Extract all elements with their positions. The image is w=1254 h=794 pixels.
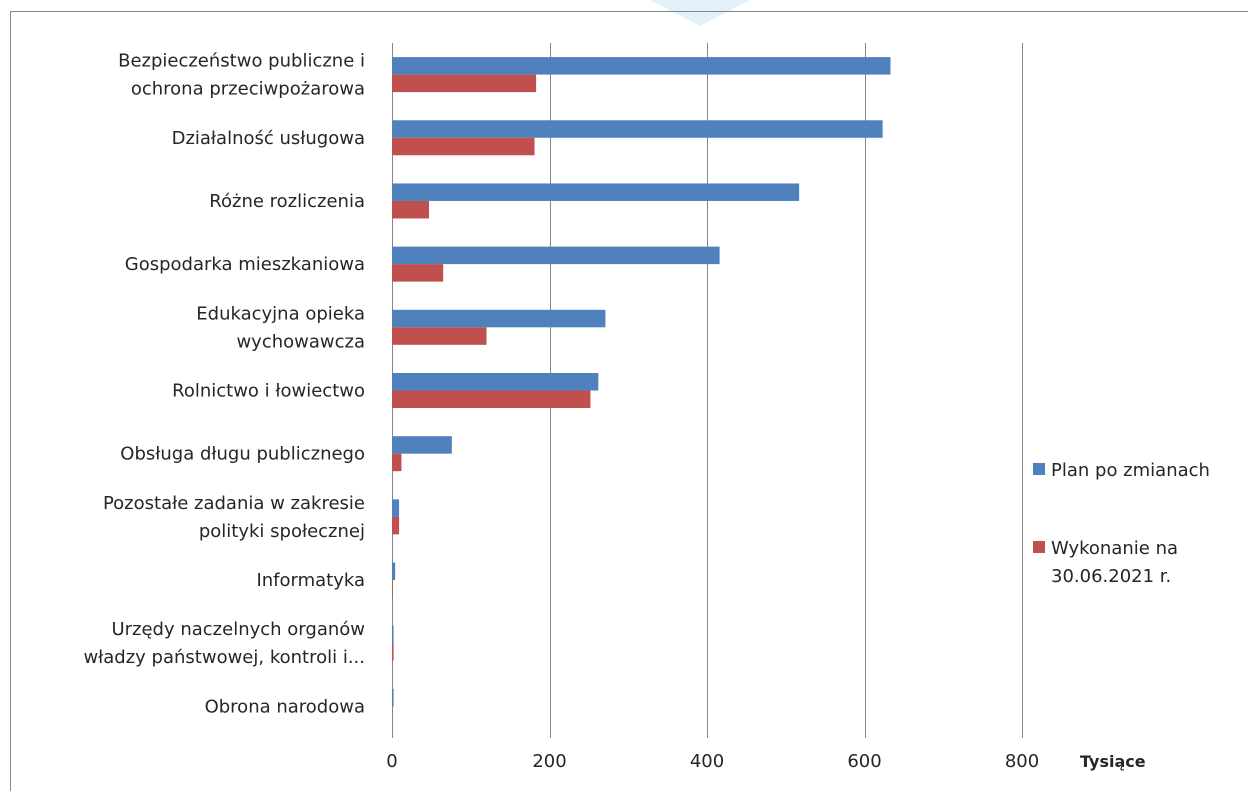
category-label-9-1: władzy państwowej, kontroli i...: [83, 647, 365, 668]
category-label-9-0: Urzędy naczelnych organów: [111, 619, 365, 640]
legend-swatch-0: [1033, 463, 1045, 475]
category-label-4-1: wychowawcza: [236, 331, 365, 352]
category-label-8-0: Informatyka: [256, 570, 365, 591]
plan-bar-1: [392, 120, 883, 138]
wykonanie-bar-4: [392, 327, 487, 345]
category-label-10-0: Obrona narodowa: [205, 696, 365, 717]
plan-bar-3: [392, 246, 720, 265]
category-label-6-0: Obsługa długu publicznego: [120, 444, 365, 465]
plan-bar-0: [392, 57, 891, 75]
bars: [392, 57, 891, 707]
wykonanie-bar-6: [392, 453, 402, 472]
legend-swatch-1: [1033, 541, 1045, 553]
category-label-7-1: polityki społecznej: [199, 521, 365, 542]
x-tick-label-400: 400: [690, 751, 724, 772]
chart-frame: [10, 11, 1248, 791]
category-label-0-1: ochrona przeciwpożarowa: [131, 79, 365, 100]
plan-bar-6: [392, 436, 452, 454]
x-tick-label-200: 200: [532, 751, 566, 772]
category-label-3-0: Gospodarka mieszkaniowa: [125, 254, 365, 275]
legend-label-1-1: 30.06.2021 r.: [1051, 566, 1171, 587]
category-label-2-0: Różne rozliczenia: [209, 191, 365, 212]
plan-bar-8: [392, 562, 396, 581]
x-tick-label-800: 800: [1005, 751, 1039, 772]
category-label-5-0: Rolnictwo i łowiectwo: [172, 381, 365, 402]
category-label-0-0: Bezpieczeństwo publiczne i: [118, 51, 365, 72]
wykonanie-bar-3: [392, 264, 444, 282]
category-label-4-0: Edukacyjna opieka: [196, 303, 365, 324]
x-tick-labels: 0 200 400 600 800: [386, 751, 1039, 772]
wykonanie-bar-2: [392, 200, 430, 219]
x-tick-label-600: 600: [847, 751, 881, 772]
x-unit-label: Tysiące: [1080, 752, 1146, 771]
watermark-decoration: [650, 0, 750, 26]
plan-bar-4: [392, 309, 606, 328]
wykonanie-bar-7: [392, 516, 400, 535]
legend-label-1-0: Wykonanie na: [1051, 538, 1178, 559]
plan-bar-5: [392, 373, 599, 391]
wykonanie-bar-8: [392, 580, 393, 598]
plan-bar-10: [392, 688, 394, 707]
category-labels: Bezpieczeństwo publiczne i ochrona przeci…: [83, 51, 365, 718]
watermark-shape: [650, 0, 750, 26]
category-label-1-0: Działalność usługowa: [172, 128, 365, 149]
wykonanie-bar-5: [392, 390, 591, 408]
category-label-7-0: Pozostałe zadania w zakresie: [103, 493, 365, 514]
legend: Plan po zmianach Wykonanie na 30.06.2021 r…: [1033, 460, 1210, 587]
wykonanie-bar-9: [392, 643, 394, 661]
legend-label-0-0: Plan po zmianach: [1051, 460, 1210, 481]
plan-bar-9: [392, 625, 394, 644]
wykonanie-bar-0: [392, 74, 537, 93]
x-tick-label-0: 0: [386, 751, 397, 772]
plan-bar-2: [392, 183, 800, 201]
wykonanie-bar-1: [392, 137, 535, 156]
plan-bar-7: [392, 499, 400, 517]
